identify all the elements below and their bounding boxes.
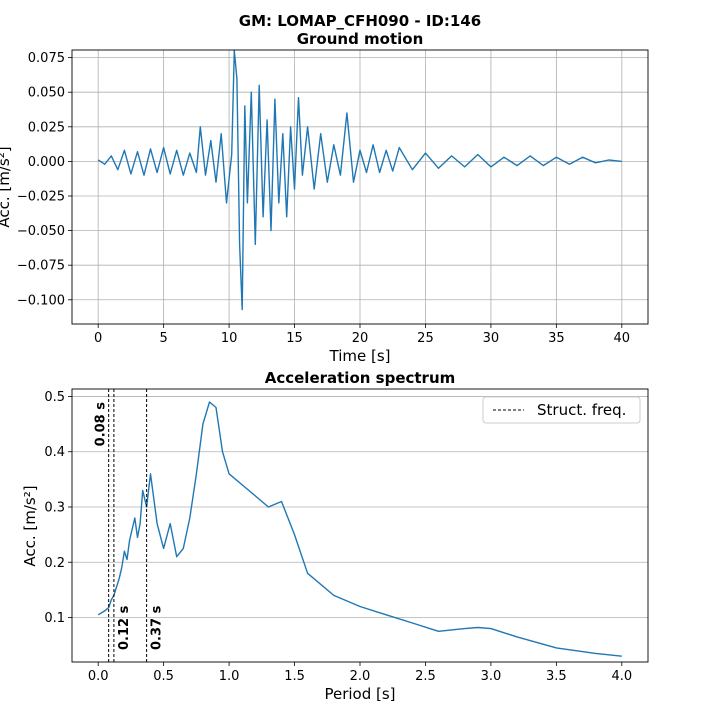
ground-motion-y-tick-label: 0.050 — [28, 86, 65, 101]
ground-motion-x-tick-label: 25 — [417, 331, 434, 346]
spectrum-y-tick-label: 0.4 — [44, 445, 65, 460]
spectrum-x-tick-label: 4.0 — [611, 669, 632, 684]
ground-motion-x-tick-label: 20 — [352, 331, 369, 346]
struct-freq-label: 0.08 s — [94, 402, 109, 447]
spectrum-y-tick-label: 0.3 — [44, 500, 65, 515]
ground-motion-y-tick-label: −0.075 — [17, 259, 65, 274]
ground-motion-y-tick-label: −0.050 — [17, 224, 65, 239]
ground-motion-xlabel: Time [s] — [329, 347, 391, 365]
ground-motion-x-tick-label: 40 — [614, 331, 631, 346]
spectrum-x-tick-label: 1.5 — [284, 669, 305, 684]
struct-freq-label: 0.12 s — [117, 605, 132, 650]
ground-motion-x-tick-label: 30 — [483, 331, 500, 346]
legend-label: Struct. freq. — [537, 401, 626, 419]
ground-motion-title: Ground motion — [297, 30, 424, 48]
ground-motion-y-tick-label: −0.100 — [17, 293, 65, 308]
spectrum-y-tick-label: 0.5 — [44, 390, 65, 405]
ground-motion-ylabel: Acc. [m/s²] — [0, 146, 13, 227]
spectrum-y-tick-label: 0.1 — [44, 611, 65, 626]
ground-motion-x-tick-label: 5 — [159, 331, 167, 346]
spectrum-x-tick-label: 2.5 — [415, 669, 436, 684]
ground-motion-x-tick-label: 0 — [94, 331, 102, 346]
spectrum-x-tick-label: 0.0 — [88, 669, 109, 684]
ground-motion-y-tick-label: 0.025 — [28, 120, 65, 135]
ground-motion-x-tick-label: 15 — [286, 331, 303, 346]
acceleration-spectrum-title: Acceleration spectrum — [265, 369, 456, 387]
spectrum-x-tick-label: 0.5 — [153, 669, 174, 684]
ground-motion-y-tick-label: −0.025 — [17, 189, 65, 204]
ground-motion-series-line — [97, 50, 622, 311]
spectrum-series-line — [97, 401, 622, 657]
acceleration-spectrum-chart: Acceleration spectrum 0.08 s 0.12 s 0.37 s… — [21, 369, 649, 703]
spectrum-x-tick-label: 1.0 — [219, 669, 240, 684]
acceleration-spectrum-ylabel: Acc. [m/s²] — [21, 485, 39, 566]
ground-motion-x-tick-label: 35 — [548, 331, 565, 346]
legend: Struct. freq. — [482, 396, 641, 424]
figure-suptitle: GM: LOMAP_CFH090 - ID:146 — [239, 12, 481, 30]
acceleration-spectrum-xlabel: Period [s] — [324, 685, 395, 703]
spectrum-x-tick-label: 3.5 — [546, 669, 567, 684]
ground-motion-y-tick-label: 0.000 — [28, 155, 65, 170]
spectrum-y-tick-label: 0.2 — [44, 556, 65, 571]
struct-freq-label: 0.37 s — [150, 605, 165, 650]
ground-motion-x-tick-label: 10 — [221, 331, 238, 346]
spectrum-x-tick-label: 2.0 — [350, 669, 371, 684]
spectrum-x-tick-label: 3.0 — [481, 669, 502, 684]
ground-motion-chart: Ground motion 0 5 10 15 20 25 30 35 40 0.075 0.050… — [0, 30, 649, 365]
ground-motion-y-tick-label: 0.075 — [28, 51, 65, 66]
